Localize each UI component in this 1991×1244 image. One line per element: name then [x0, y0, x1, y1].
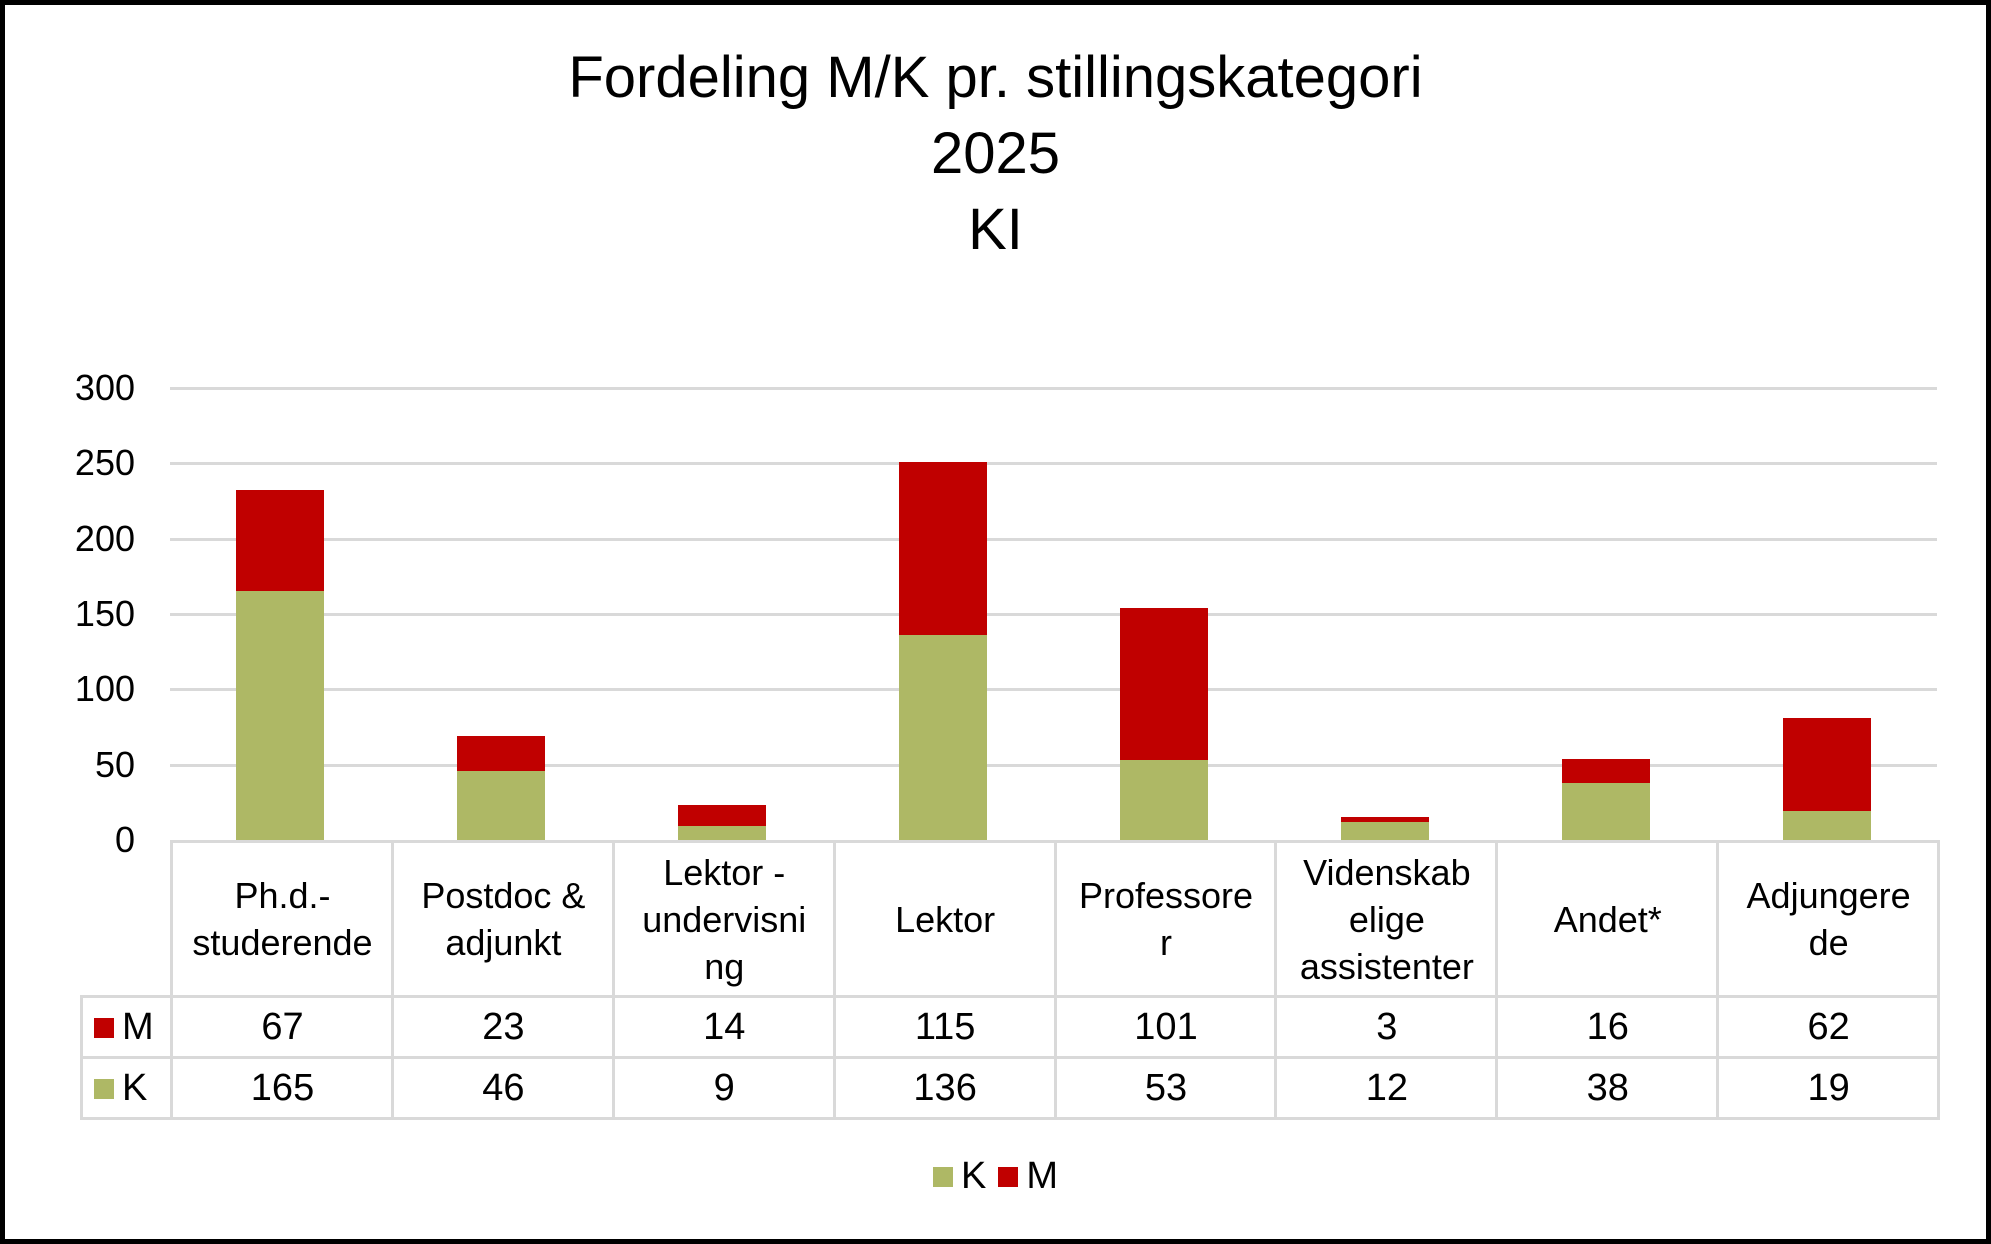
legend-label-m: M — [1026, 1155, 1058, 1197]
series-swatch-k — [94, 1078, 114, 1099]
bar-segment-k — [457, 770, 546, 840]
table-cell: 115 — [914, 1006, 976, 1048]
table-cell: 62 — [1807, 1006, 1850, 1048]
series-swatch-m — [94, 1017, 114, 1038]
table-cell: 23 — [482, 1006, 525, 1048]
table-cell: 9 — [713, 1067, 735, 1109]
bar-segment-m — [1340, 817, 1429, 822]
table-cell: 67 — [261, 1006, 304, 1048]
category-label: Videnskab elige assistenter — [1299, 851, 1474, 987]
y-tick-label: 300 — [74, 367, 135, 408]
title-line-2: 2025 — [930, 121, 1061, 186]
category-label: Adjungere de — [1746, 875, 1911, 963]
table-cell: 38 — [1586, 1067, 1629, 1109]
bar-segment-m — [1782, 717, 1871, 812]
bar-segment-k — [1340, 821, 1429, 840]
gridline — [170, 537, 1937, 541]
y-tick-label: 150 — [74, 593, 135, 634]
table-divider — [80, 995, 1940, 998]
category-label: Lektor - undervisni ng — [642, 851, 807, 987]
table-row-label-k: K — [82, 1058, 170, 1119]
y-tick-label: 200 — [74, 517, 135, 559]
table-cell: 3 — [1376, 1006, 1398, 1048]
bar-segment-k — [1561, 782, 1650, 840]
table-cell: 46 — [482, 1067, 525, 1109]
table-divider — [1937, 840, 1940, 1120]
category-label: Ph.d.- studerende — [192, 875, 373, 963]
bar-segment-k — [1119, 760, 1208, 840]
legend-item-m: M — [998, 1155, 1058, 1198]
gridline — [170, 462, 1937, 466]
bar-segment-m — [1561, 758, 1650, 783]
category-label: Lektor — [895, 898, 996, 940]
category-label: Postdoc & adjunkt — [421, 875, 586, 963]
table-divider — [832, 840, 836, 1120]
chart-title: Fordeling M/K pr. stillingskategori 2025… — [0, 40, 1991, 268]
table-divider — [390, 840, 394, 1120]
y-tick-label: 50 — [94, 743, 135, 785]
table-cell: 165 — [250, 1067, 315, 1109]
table-divider — [1274, 840, 1278, 1120]
bar-segment-k — [678, 826, 767, 840]
table-divider — [1053, 840, 1057, 1120]
table-divider — [611, 840, 615, 1120]
gridline — [170, 613, 1937, 616]
table-divider — [170, 840, 173, 1120]
y-tick-label: 250 — [74, 442, 135, 484]
table-cell: 14 — [703, 1006, 746, 1048]
legend-swatch-k — [932, 1166, 953, 1187]
table-row-label-m: M — [82, 997, 170, 1058]
legend-swatch-m — [998, 1166, 1019, 1187]
bar-segment-m — [1119, 607, 1208, 761]
bar-segment-k — [899, 635, 988, 840]
legend: K M — [0, 1155, 1991, 1198]
category-label: Professore r — [1078, 875, 1254, 963]
bar-segment-m — [678, 805, 767, 827]
gridline — [170, 387, 1937, 390]
y-tick-label: 100 — [74, 668, 135, 710]
bar-segment-k — [236, 591, 325, 840]
title-line-1: Fordeling M/K pr. stillingskategori — [568, 45, 1423, 110]
y-tick-label: 0 — [114, 819, 135, 860]
table-divider — [1495, 840, 1499, 1120]
title-line-3: KI — [968, 197, 1023, 262]
series-name: M — [122, 1006, 154, 1048]
gridline — [170, 688, 1937, 692]
bar-segment-m — [457, 736, 546, 771]
series-name: K — [122, 1067, 148, 1109]
table-divider — [80, 995, 83, 1120]
table-cell: 53 — [1144, 1067, 1188, 1109]
bar-segment-m — [236, 490, 325, 592]
table-divider — [80, 1117, 1940, 1120]
table-cell: 101 — [1134, 1006, 1198, 1048]
table-cell: 16 — [1586, 1006, 1629, 1048]
gridline — [170, 763, 1937, 767]
table-divider — [1716, 840, 1720, 1120]
table-cell: 12 — [1365, 1067, 1409, 1109]
category-label: Andet* — [1553, 898, 1662, 940]
bar-segment-k — [1782, 811, 1871, 840]
legend-label-k: K — [960, 1155, 987, 1197]
table-cell: 19 — [1807, 1067, 1850, 1109]
bar-segment-m — [899, 461, 988, 636]
table-divider — [80, 1056, 1940, 1059]
legend-item-k: K — [932, 1155, 987, 1198]
table-cell: 136 — [913, 1067, 977, 1109]
